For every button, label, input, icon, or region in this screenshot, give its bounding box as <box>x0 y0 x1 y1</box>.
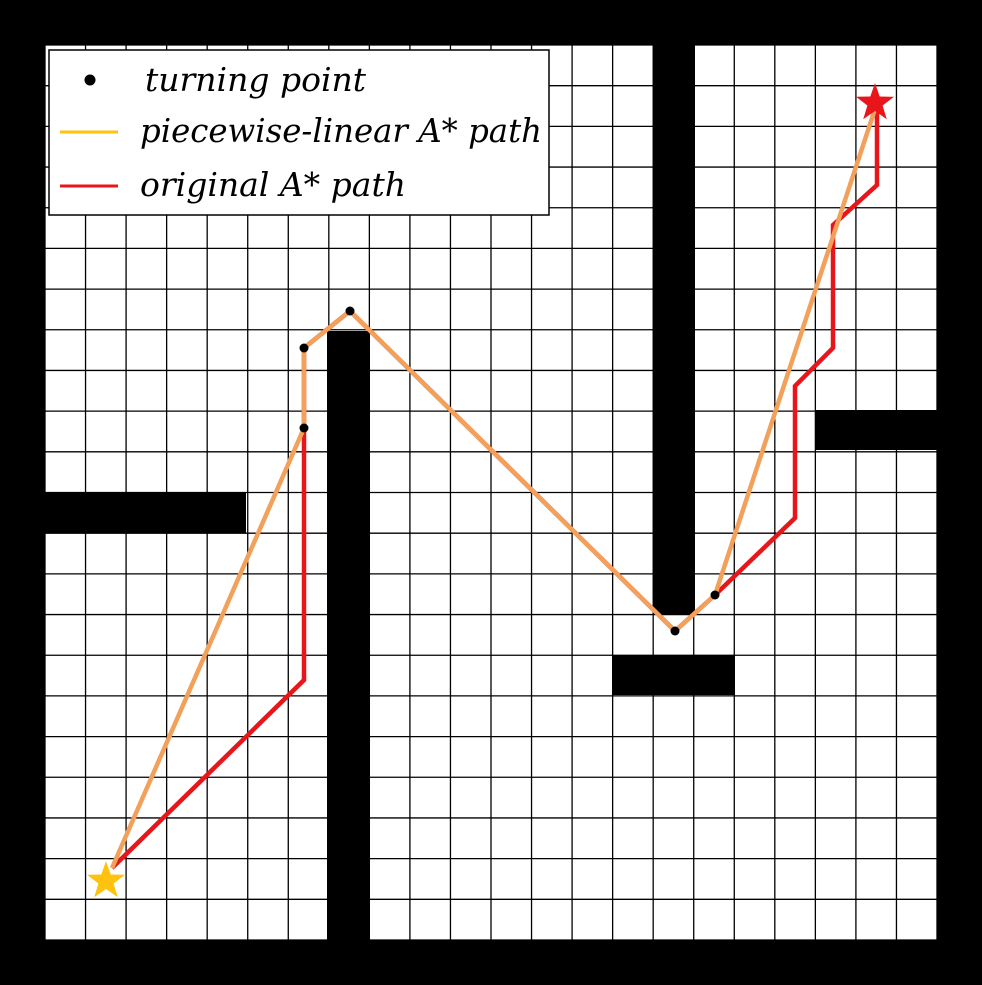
dot-icon <box>345 306 355 316</box>
star-icon <box>856 83 894 120</box>
wall-left-ledge <box>45 493 246 533</box>
wall-bottom <box>0 940 982 985</box>
legend-label-piecewise-path: piecewise-linear A* path <box>140 111 542 150</box>
wall-right-pillar <box>653 45 695 615</box>
dot-icon <box>299 423 309 433</box>
wall-top <box>0 0 982 45</box>
legend-box <box>48 49 550 216</box>
wall-right <box>937 0 982 985</box>
wall-left <box>0 0 45 985</box>
wall-right-block <box>613 655 735 695</box>
dot-icon <box>299 343 309 353</box>
wall-center-pillar <box>327 331 369 940</box>
dot-icon <box>670 626 680 636</box>
star-icon <box>87 861 125 898</box>
turning-points <box>299 306 720 636</box>
wall-right-ledge <box>816 410 937 450</box>
legend-label-turning-point: turning point <box>145 60 367 99</box>
dot-icon <box>710 590 720 600</box>
legend-label-original-path: original A* path <box>140 165 406 204</box>
legend: turning point piecewise-linear A* path o… <box>48 49 550 216</box>
legend-dot-icon <box>84 74 96 86</box>
